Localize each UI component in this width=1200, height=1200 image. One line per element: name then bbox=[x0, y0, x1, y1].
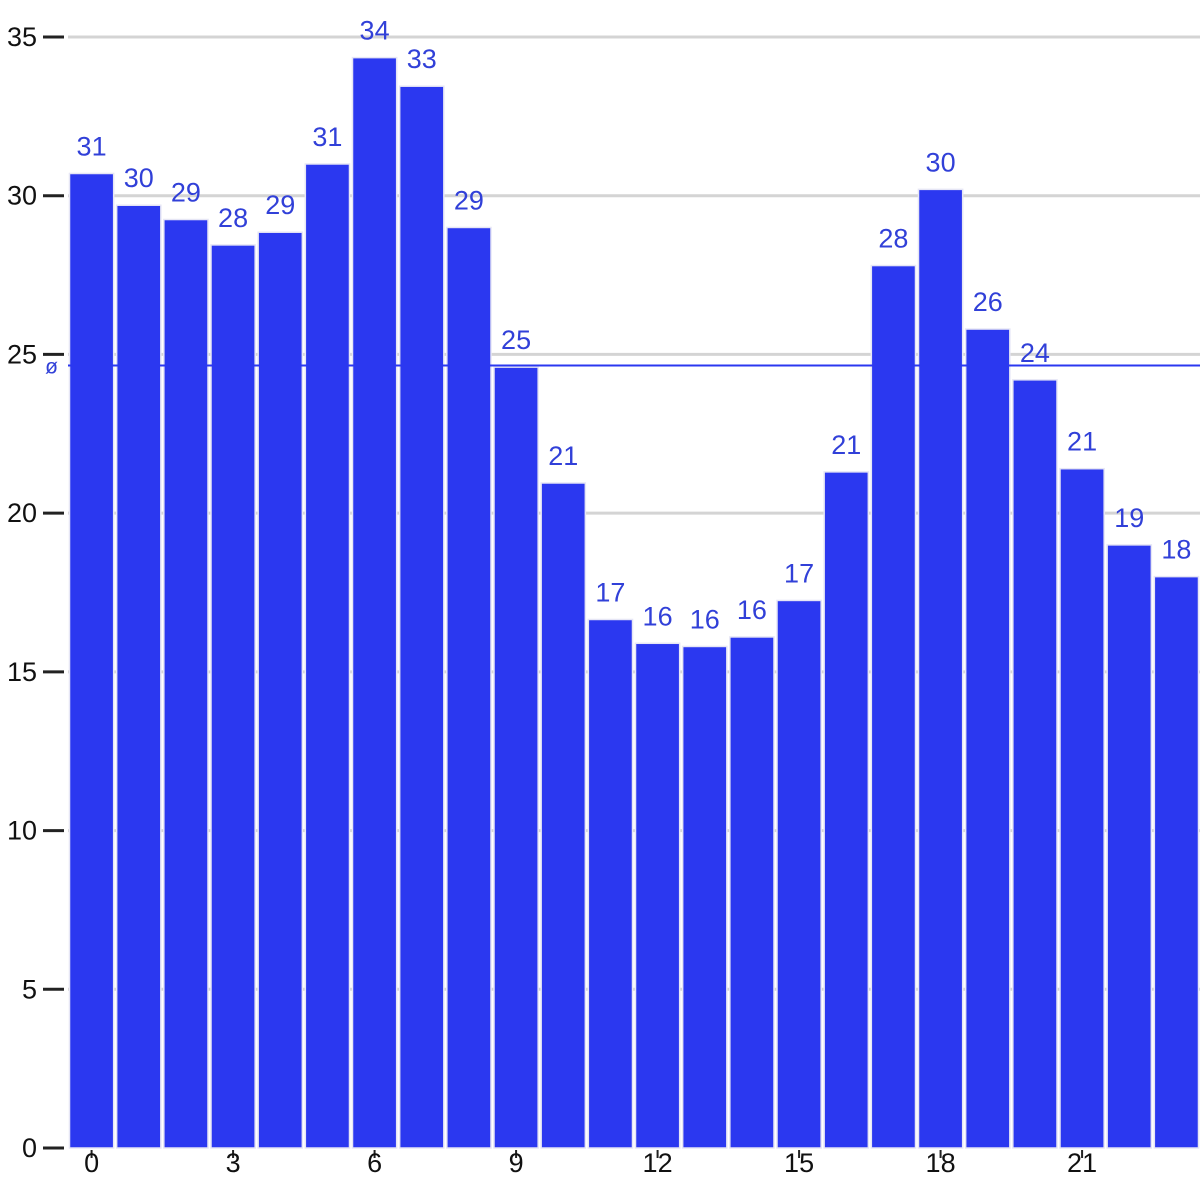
data-label: 17 bbox=[595, 577, 625, 607]
bar bbox=[446, 226, 492, 1149]
bar bbox=[917, 188, 964, 1149]
data-label: 30 bbox=[926, 147, 956, 177]
data-label: 29 bbox=[265, 190, 295, 220]
data-label: 16 bbox=[690, 604, 720, 634]
data-label: 21 bbox=[548, 441, 578, 471]
data-label: 19 bbox=[1114, 503, 1144, 533]
bar bbox=[1012, 379, 1058, 1149]
bar bbox=[68, 172, 115, 1149]
bar bbox=[1153, 575, 1200, 1149]
x-tick-label: 0 bbox=[84, 1148, 99, 1178]
bar bbox=[540, 482, 587, 1149]
gridlines bbox=[68, 35, 1200, 991]
data-label: 33 bbox=[407, 44, 437, 74]
data-label: 34 bbox=[360, 16, 390, 46]
bar bbox=[634, 642, 681, 1149]
x-tick-label: 3 bbox=[226, 1148, 241, 1178]
data-label: 28 bbox=[218, 203, 248, 233]
data-label: 21 bbox=[831, 430, 861, 460]
data-label: 17 bbox=[784, 558, 814, 588]
bar bbox=[776, 599, 822, 1149]
bar bbox=[163, 218, 209, 1149]
bar bbox=[587, 618, 634, 1149]
data-label: 21 bbox=[1067, 427, 1097, 457]
data-label: 25 bbox=[501, 325, 531, 355]
x-tick-label: 6 bbox=[367, 1148, 382, 1178]
axes: 0 5 10 15 20 25 30 35 0 3 6 9 12 15 18 21 bbox=[7, 22, 1097, 1178]
x-tick-label: 9 bbox=[509, 1148, 524, 1178]
bar bbox=[681, 645, 728, 1149]
bar bbox=[1106, 544, 1153, 1149]
data-label: 29 bbox=[171, 178, 201, 208]
x-tick-label: 18 bbox=[926, 1148, 956, 1178]
bars bbox=[68, 56, 1200, 1149]
bar bbox=[1059, 467, 1105, 1149]
x-tick-label: 21 bbox=[1067, 1148, 1097, 1178]
y-tick-label: 20 bbox=[7, 498, 37, 528]
average-line-label: ø bbox=[45, 356, 58, 379]
data-label: 29 bbox=[454, 185, 484, 215]
y-tick-label: 15 bbox=[7, 657, 37, 687]
data-label: 16 bbox=[737, 595, 767, 625]
bar bbox=[304, 163, 351, 1149]
data-label: 24 bbox=[1020, 338, 1050, 368]
bar bbox=[257, 231, 304, 1149]
y-tick-label: 0 bbox=[22, 1133, 37, 1163]
x-tick-label: 15 bbox=[784, 1148, 814, 1178]
data-label: 26 bbox=[973, 287, 1003, 317]
bar bbox=[823, 471, 870, 1149]
data-label: 16 bbox=[643, 601, 673, 631]
bar bbox=[210, 244, 256, 1149]
bar bbox=[729, 636, 775, 1149]
y-tick-label: 10 bbox=[7, 816, 37, 846]
bar bbox=[493, 366, 539, 1149]
y-tick-label: 35 bbox=[7, 22, 37, 52]
bar bbox=[398, 85, 445, 1149]
bar bbox=[115, 204, 162, 1149]
data-label: 30 bbox=[124, 163, 154, 193]
y-tick-label: 30 bbox=[7, 181, 37, 211]
y-tick-label: 5 bbox=[22, 974, 37, 1004]
bar bbox=[964, 328, 1011, 1149]
bar bbox=[870, 264, 917, 1149]
data-label: 28 bbox=[878, 224, 908, 254]
data-label: 18 bbox=[1161, 535, 1191, 565]
average-line-group: ø bbox=[45, 356, 1200, 379]
x-tick-label: 12 bbox=[643, 1148, 673, 1178]
data-label: 31 bbox=[77, 131, 107, 161]
data-labels: 31 30 29 28 29 31 34 33 29 25 21 17 16 16 16 17 21 28 30 26… bbox=[77, 16, 1192, 635]
y-tick-label: 25 bbox=[7, 339, 37, 369]
data-label: 31 bbox=[312, 122, 342, 152]
bar bbox=[351, 56, 398, 1149]
